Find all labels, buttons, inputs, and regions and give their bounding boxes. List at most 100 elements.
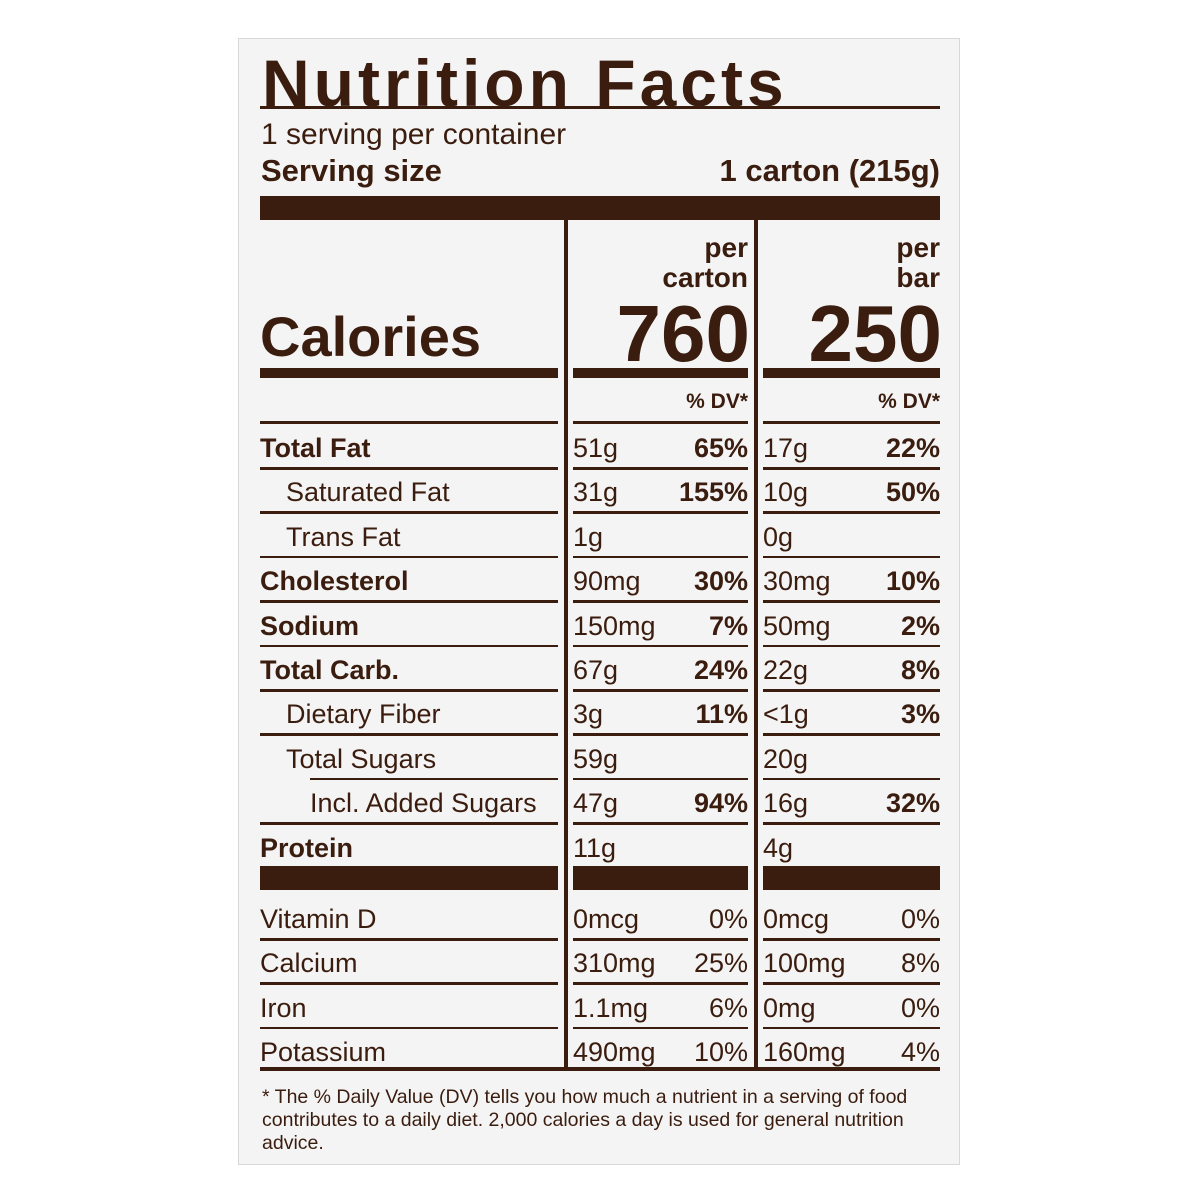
- amount: 16g: [763, 788, 809, 819]
- daily-value: 3%: [900, 699, 940, 730]
- amount: 67g: [573, 655, 619, 685]
- rule: [763, 511, 940, 514]
- daily-value: 11%: [695, 699, 748, 730]
- rule: [260, 982, 558, 985]
- daily-value: 30%: [693, 566, 748, 597]
- rule: [260, 1067, 940, 1071]
- daily-value: 10%: [693, 1037, 748, 1068]
- rule: [573, 733, 748, 736]
- rule: [573, 421, 748, 424]
- rule: [260, 555, 558, 559]
- rule: [573, 644, 748, 648]
- rule: [260, 866, 558, 890]
- column-divider: [754, 220, 758, 1070]
- amount: 4g: [763, 832, 794, 863]
- amount: 150mg: [573, 610, 656, 641]
- rule: [763, 689, 940, 692]
- daily-value: 0%: [708, 904, 748, 934]
- rule: [763, 982, 940, 985]
- nutrient-name: Potassium: [260, 1037, 387, 1068]
- amount: 31g: [573, 477, 619, 508]
- amount: 3g: [573, 699, 604, 730]
- rule: [573, 938, 748, 941]
- rule: [763, 421, 940, 424]
- daily-value: 0%: [900, 992, 940, 1023]
- amount: 17g: [763, 433, 809, 463]
- rule: [260, 511, 558, 514]
- amount: 1g: [573, 521, 604, 552]
- rule: [763, 467, 940, 470]
- column-heading: per: [896, 232, 940, 263]
- rule: [260, 600, 558, 603]
- column-heading: per: [704, 232, 748, 263]
- rule: [260, 733, 558, 736]
- serving-size-value: 1 carton (215g): [719, 153, 940, 188]
- amount: 310mg: [573, 948, 656, 979]
- amount: 22g: [763, 655, 809, 685]
- amount: 0mcg: [573, 904, 640, 934]
- rule: [260, 689, 558, 692]
- daily-value: 22%: [885, 433, 940, 463]
- rule: [763, 733, 940, 736]
- amount: 20g: [763, 743, 809, 774]
- amount: 50mg: [763, 610, 831, 641]
- daily-value: 2%: [900, 610, 940, 641]
- nutrient-name: Total Sugars: [286, 743, 437, 774]
- rule: [573, 600, 748, 603]
- dv-heading: % DV*: [686, 390, 748, 413]
- nutrient-name: Saturated Fat: [286, 477, 450, 508]
- rule: [763, 644, 940, 648]
- rule: [260, 106, 940, 109]
- nutrient-name: Cholesterol: [260, 566, 409, 597]
- amount: 10g: [763, 477, 809, 508]
- rule: [310, 777, 558, 781]
- serving-size-label: Serving size: [261, 153, 442, 188]
- rule: [763, 938, 940, 941]
- calories-value: 250: [808, 289, 942, 378]
- rule: [763, 822, 940, 825]
- rule: [763, 368, 940, 378]
- daily-value: 50%: [885, 477, 940, 508]
- column-heading: carton: [662, 262, 748, 293]
- rule: [260, 421, 558, 424]
- amount: 490mg: [573, 1037, 656, 1068]
- thick-rule: [260, 196, 940, 220]
- amount: 11g: [573, 832, 617, 863]
- daily-value: 155%: [678, 477, 748, 508]
- calories-label: Calories: [260, 305, 481, 368]
- footnote: * The % Daily Value (DV) tells you how m…: [262, 1086, 908, 1154]
- rule: [573, 866, 748, 890]
- daily-value: 10%: [885, 566, 940, 597]
- daily-value: 8%: [900, 655, 940, 685]
- amount: 90mg: [573, 566, 641, 597]
- calories-value: 760: [616, 289, 750, 378]
- amount: <1g: [763, 699, 809, 730]
- rule: [260, 368, 558, 378]
- rule: [573, 982, 748, 985]
- daily-value: 32%: [885, 788, 940, 819]
- rule: [260, 467, 558, 470]
- nutrient-name: Calcium: [260, 948, 358, 979]
- daily-value: 8%: [900, 948, 940, 979]
- rule: [763, 600, 940, 603]
- daily-value: 0%: [900, 904, 940, 934]
- amount: 51g: [573, 433, 619, 463]
- amount: 0g: [763, 521, 794, 552]
- rule: [573, 511, 748, 514]
- amount: 47g: [573, 788, 619, 819]
- nutrient-name: Sodium: [260, 610, 359, 641]
- nutrient-name: Incl. Added Sugars: [310, 788, 537, 819]
- rule: [573, 689, 748, 692]
- servings: 1 serving per container: [261, 118, 567, 151]
- amount: 160mg: [763, 1037, 846, 1068]
- rule: [260, 1026, 558, 1030]
- nutrient-name: Total Fat: [260, 433, 371, 463]
- rule: [763, 777, 940, 781]
- rule: [573, 1026, 748, 1030]
- column-heading: bar: [896, 262, 940, 293]
- amount: 100mg: [763, 948, 846, 979]
- daily-value: 7%: [708, 610, 748, 641]
- daily-value: 24%: [693, 655, 748, 685]
- rule: [260, 822, 558, 825]
